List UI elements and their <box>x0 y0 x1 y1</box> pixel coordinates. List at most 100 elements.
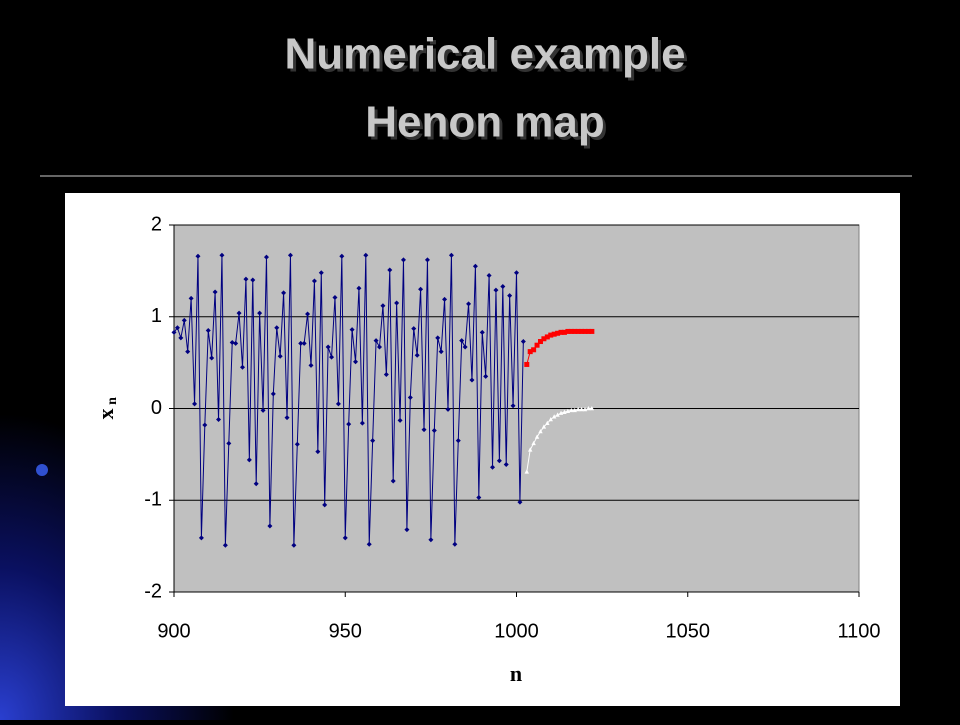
marker <box>558 329 564 335</box>
marker <box>325 344 331 350</box>
marker <box>548 417 553 422</box>
marker <box>246 457 252 463</box>
x-tick-label: 950 <box>329 620 362 642</box>
marker <box>496 458 502 464</box>
marker <box>315 449 321 455</box>
marker <box>226 440 232 446</box>
marker <box>490 464 496 470</box>
marker <box>322 502 328 508</box>
marker <box>442 296 448 302</box>
marker <box>507 293 513 299</box>
marker <box>534 434 540 439</box>
marker <box>531 347 537 353</box>
y-tick-label: 0 <box>151 397 162 419</box>
marker <box>579 406 584 412</box>
marker <box>575 406 581 412</box>
marker <box>541 336 547 342</box>
marker <box>216 417 222 423</box>
marker <box>267 523 273 529</box>
marker <box>538 428 543 434</box>
marker <box>520 339 526 345</box>
marker <box>486 272 492 278</box>
marker <box>181 317 187 323</box>
marker <box>561 329 567 335</box>
marker <box>243 276 249 282</box>
marker <box>311 278 317 284</box>
marker <box>281 290 287 296</box>
marker <box>308 362 314 368</box>
marker <box>260 407 266 413</box>
marker <box>383 372 389 378</box>
marker <box>421 427 427 433</box>
marker <box>438 349 444 355</box>
marker <box>589 406 595 411</box>
marker <box>548 332 554 338</box>
marker <box>493 287 499 293</box>
marker <box>524 469 529 474</box>
title-line: Henon map <box>365 98 605 147</box>
marker <box>575 328 581 334</box>
marker <box>572 407 577 413</box>
marker <box>428 537 434 543</box>
marker <box>257 310 263 316</box>
marker <box>555 412 560 417</box>
marker <box>555 330 561 336</box>
marker <box>209 355 215 361</box>
marker <box>514 270 519 276</box>
marker <box>545 420 550 425</box>
marker <box>400 257 406 263</box>
marker <box>466 301 472 307</box>
marker <box>528 447 533 452</box>
plot: -2 -1 0 1 2 900 950 1000 1050 1100 <box>144 213 880 642</box>
marker <box>558 410 564 415</box>
y-tick-label: 1 <box>151 305 162 327</box>
marker <box>531 440 536 446</box>
marker <box>195 253 201 259</box>
y-tick-label: -2 <box>144 580 162 602</box>
x-tick-label: 1100 <box>837 620 880 642</box>
y-tick-label: 2 <box>151 213 162 235</box>
marker <box>188 295 194 301</box>
marker <box>192 401 198 407</box>
marker <box>318 270 324 276</box>
marker <box>431 428 437 434</box>
title-shadow: Numerical example <box>287 33 688 82</box>
marker <box>517 499 523 505</box>
marker <box>479 329 485 335</box>
marker <box>339 253 345 259</box>
marker <box>363 252 369 258</box>
marker <box>380 303 386 309</box>
marker <box>301 340 307 346</box>
slide-title: Numerical example Numerical example Heno… <box>284 30 688 150</box>
title-shadow: Henon map <box>368 101 608 150</box>
marker <box>370 438 376 444</box>
marker <box>212 289 218 295</box>
marker <box>544 334 550 340</box>
marker <box>483 373 489 379</box>
marker <box>335 401 341 407</box>
marker <box>349 327 355 333</box>
y-axis-label: x n <box>93 397 120 420</box>
marker <box>569 407 574 413</box>
marker <box>579 328 585 334</box>
marker <box>284 415 290 421</box>
marker <box>174 325 180 331</box>
marker <box>469 377 475 383</box>
marker <box>472 263 478 269</box>
marker <box>263 254 269 260</box>
marker <box>565 408 571 414</box>
marker <box>332 294 338 300</box>
marker <box>373 338 379 344</box>
marker <box>202 422 208 428</box>
marker <box>236 310 242 316</box>
marker <box>253 481 259 487</box>
marker <box>219 252 225 258</box>
marker <box>462 344 468 350</box>
x-tick-label: 900 <box>157 620 190 642</box>
x-tick-label: 1050 <box>666 620 711 642</box>
marker <box>404 527 410 533</box>
x-tick-label: 1000 <box>494 620 539 642</box>
marker <box>534 342 540 348</box>
marker <box>445 406 451 412</box>
y-axis-label-sub: n <box>105 397 120 405</box>
